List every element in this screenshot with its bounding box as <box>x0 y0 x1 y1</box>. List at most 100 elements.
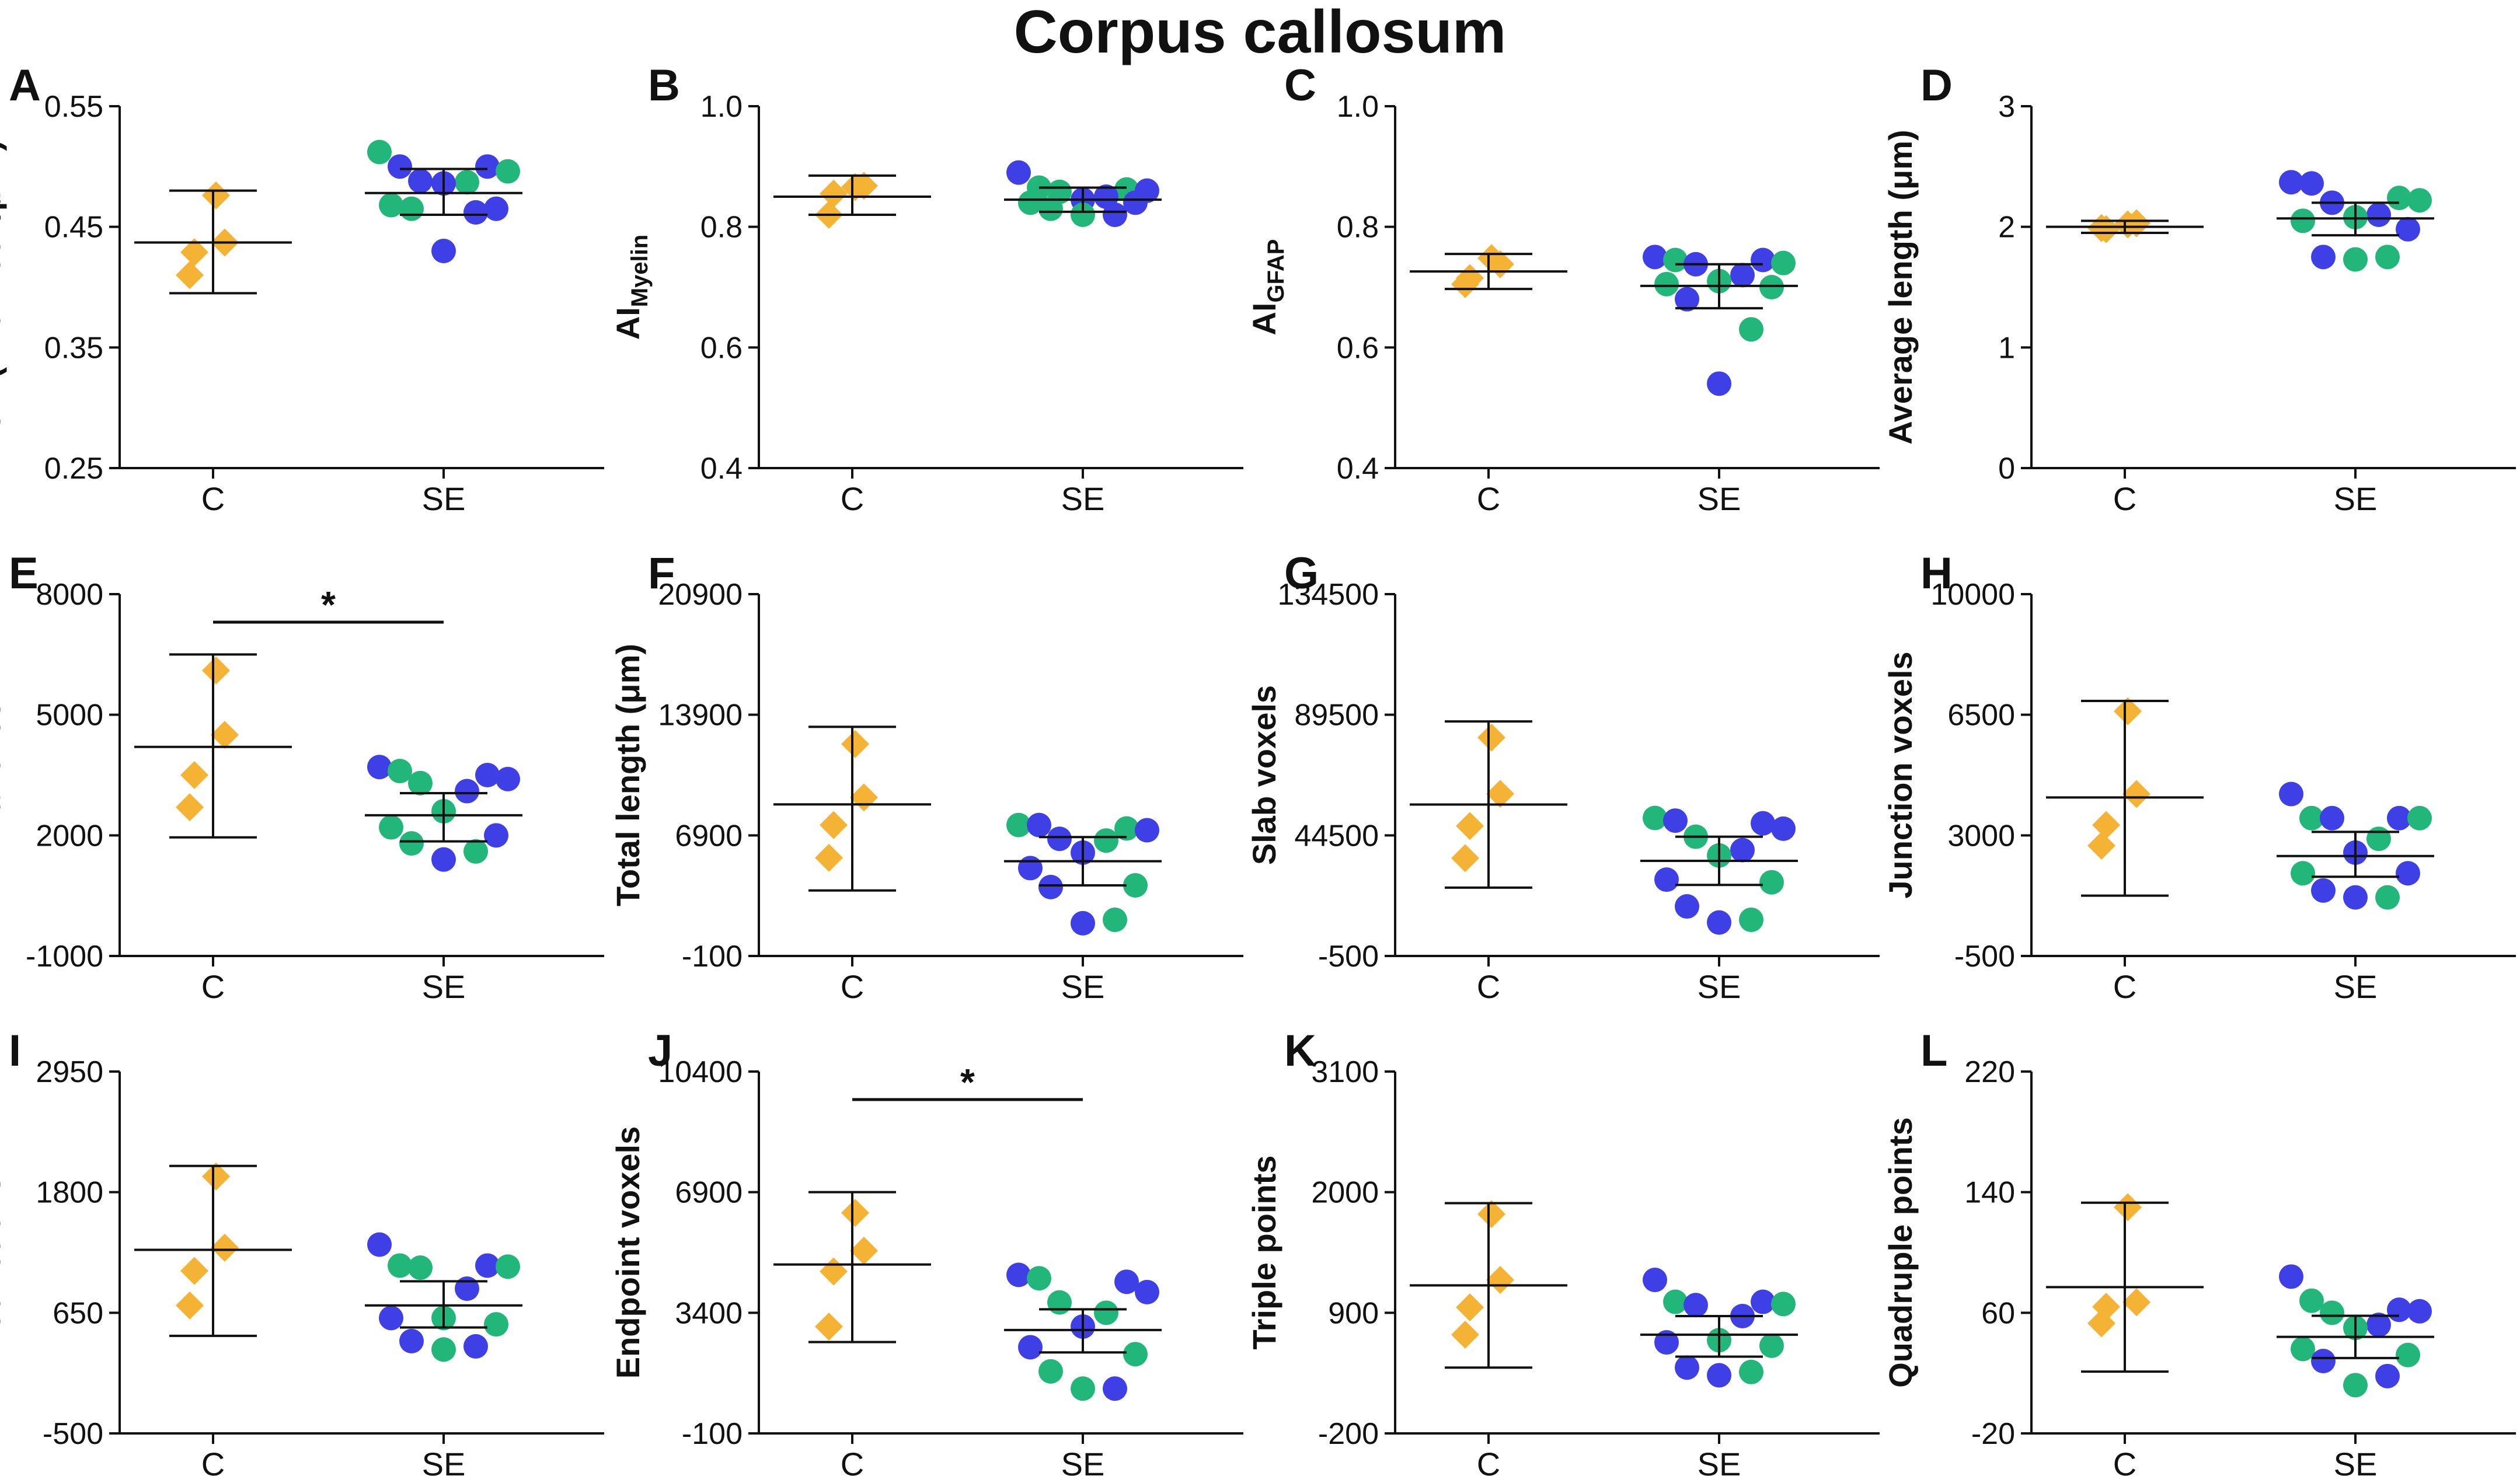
data-point-se-blue <box>367 755 392 780</box>
data-point-se-blue <box>2299 171 2324 196</box>
data-point-se-green <box>1739 317 1763 342</box>
data-point-se-green <box>408 1255 433 1280</box>
y-tick-label: 3000 <box>1947 819 2015 853</box>
x-tick-label: C <box>201 1446 225 1476</box>
data-point-se-green <box>1771 1292 1796 1317</box>
data-point-se-green <box>1038 196 1063 221</box>
data-point-se-blue <box>2366 1313 2391 1337</box>
data-point-se-blue <box>1707 910 1731 935</box>
data-point-se-blue <box>463 200 488 225</box>
data-point-se-blue <box>1730 263 1755 288</box>
panel-letter: F <box>648 549 675 598</box>
data-point-se-green <box>2299 805 2324 831</box>
y-tick-label: 0.55 <box>44 90 103 124</box>
y-axis-label-subscript: Myelin <box>627 235 653 307</box>
data-point-se-green <box>1038 1359 1063 1384</box>
data-point-se-green <box>1643 805 1667 831</box>
data-point-se-blue <box>1006 160 1031 185</box>
y-tick-label: 6900 <box>675 819 743 853</box>
data-point-se-green <box>399 831 424 856</box>
data-point-se-blue <box>399 1328 424 1353</box>
data-point-control <box>180 761 208 789</box>
data-point-control <box>1486 780 1514 808</box>
data-point-se-blue <box>431 239 456 263</box>
data-point-se-blue <box>388 154 412 179</box>
y-axis-label: Quadruple points <box>1882 1117 1919 1388</box>
data-point-control <box>850 172 878 200</box>
x-tick-label: C <box>2113 1446 2136 1476</box>
data-point-se-blue <box>1018 856 1043 881</box>
group-c <box>1410 1200 1567 1369</box>
data-point-control <box>1456 1293 1484 1321</box>
data-point-se-blue <box>1675 894 1699 919</box>
data-point-se-green <box>1663 1289 1688 1314</box>
y-axis-label-text: Junction voxels <box>1882 651 1919 898</box>
data-point-control <box>820 1257 848 1286</box>
data-point-se-blue <box>431 847 456 872</box>
group-se <box>1640 1267 1798 1388</box>
data-point-control <box>211 1233 239 1262</box>
x-tick-label: SE <box>2334 480 2378 517</box>
data-point-se-blue <box>2396 861 2420 886</box>
x-tick-label: SE <box>422 968 466 1005</box>
panel-letter: B <box>648 61 680 110</box>
y-tick-label: 1 <box>1998 331 2015 365</box>
panel-letter: C <box>1284 61 1316 110</box>
y-tick-label: -20 <box>1971 1417 2015 1451</box>
y-tick-label: 5000 <box>36 699 103 732</box>
y-axis-label-text: Endpoint voxels <box>609 1126 646 1379</box>
data-point-se-blue <box>484 196 508 221</box>
data-point-se-blue <box>455 779 479 804</box>
x-tick-label: SE <box>1698 968 1741 1005</box>
data-point-control <box>176 793 204 822</box>
data-point-se-blue <box>379 1306 403 1331</box>
data-point-se-blue <box>1103 203 1127 227</box>
data-point-se-green <box>1006 812 1031 838</box>
data-point-se-blue <box>2279 781 2303 807</box>
data-point-se-green <box>388 1253 412 1278</box>
significance-marker: * <box>321 584 336 626</box>
data-point-se-blue <box>2279 1264 2303 1289</box>
x-tick-label: C <box>2113 480 2136 517</box>
group-se <box>2277 1264 2434 1398</box>
y-tick-label: 0 <box>1998 452 2015 486</box>
group-se <box>365 1232 522 1362</box>
y-axis-label: AIGFAP <box>1246 239 1289 336</box>
data-point-control <box>841 730 869 758</box>
y-tick-label: 0.6 <box>1337 331 1379 365</box>
panel-letter: D <box>1921 61 1953 110</box>
y-axis-label: Junction voxels <box>1882 651 1919 898</box>
data-point-control <box>815 1312 843 1341</box>
y-tick-label: 3400 <box>675 1296 743 1330</box>
y-tick-label: 0.6 <box>700 331 743 365</box>
data-point-se-green <box>1094 1300 1118 1325</box>
data-point-se-blue <box>2375 1363 2400 1388</box>
y-tick-label: -200 <box>1318 1417 1379 1451</box>
data-point-se-green <box>1759 1333 1784 1358</box>
group-c <box>134 181 292 295</box>
data-point-se-blue <box>455 1276 479 1301</box>
group-se <box>365 755 522 872</box>
y-axis-label: Average length (μm) <box>1882 130 1919 444</box>
group-c <box>2046 1193 2204 1373</box>
data-point-se-blue <box>367 1232 392 1257</box>
data-point-se-green <box>1759 870 1784 895</box>
data-point-se-green <box>1071 1376 1095 1401</box>
x-tick-label: C <box>1477 480 1500 517</box>
y-tick-label: 900 <box>1328 1296 1379 1330</box>
data-point-control <box>841 1199 869 1227</box>
data-point-se-blue <box>2311 245 2336 270</box>
data-point-control <box>180 238 208 267</box>
y-tick-label: 89500 <box>1294 699 1379 732</box>
group-se <box>1004 812 1162 936</box>
panel-letter: G <box>1284 549 1319 598</box>
data-point-se-green <box>1018 190 1043 215</box>
data-point-control <box>176 261 204 289</box>
y-tick-label: 650 <box>53 1296 103 1330</box>
panel-letter: I <box>9 1026 21 1076</box>
data-point-se-blue <box>2407 1299 2432 1324</box>
panel-letter: J <box>648 1026 672 1076</box>
data-point-control <box>1451 844 1479 873</box>
data-point-se-blue <box>2320 805 2344 831</box>
